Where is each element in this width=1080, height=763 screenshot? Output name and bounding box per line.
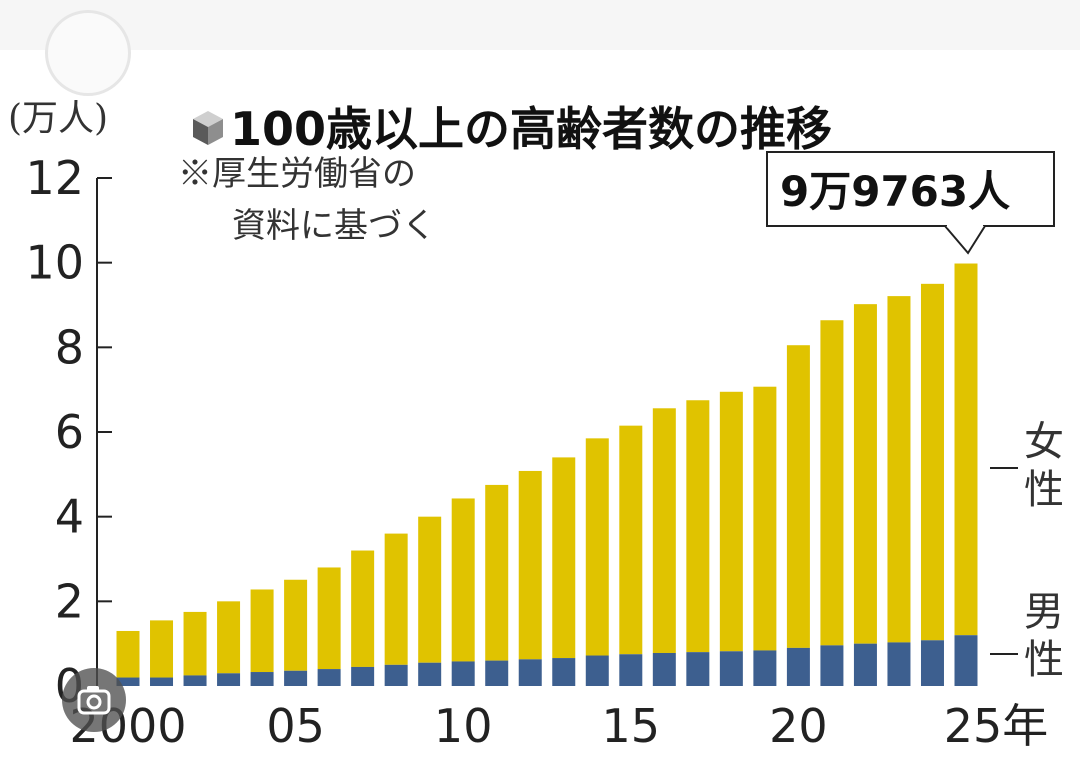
bar-male (217, 673, 241, 686)
bar-male (652, 652, 676, 686)
bar-male (753, 650, 777, 686)
legend-char: 性 (1024, 467, 1064, 513)
bar-female (518, 470, 542, 660)
y-tick-label: 2 (55, 574, 84, 628)
bar-female (116, 630, 140, 678)
x-tick-label: 05 (266, 699, 325, 753)
bar-female (686, 400, 710, 653)
bar-male (853, 643, 877, 686)
bar-female (284, 579, 308, 671)
y-tick-label: 10 (25, 236, 84, 290)
bar-female (786, 345, 810, 648)
chart-title: 100歳以上の高齢者数の推移 (230, 102, 832, 156)
bar-male (150, 677, 174, 686)
bar-female (451, 498, 475, 662)
bar-male (686, 652, 710, 686)
bar-female (384, 533, 408, 665)
bar-male (183, 675, 207, 686)
chart-card: 100歳以上の高齢者数の推移 (万人) ※厚生労働省の 資料に基づく 02468… (0, 10, 1080, 763)
bars (116, 263, 978, 686)
callout-pointer (944, 225, 986, 255)
callout-box (766, 151, 1055, 227)
legend-char: 性 (1024, 637, 1064, 683)
bar-male (418, 662, 442, 686)
legend-female: 女性 (1024, 419, 1064, 513)
x-tick-label: 25年 (944, 699, 1049, 753)
source-note-line2: 資料に基づく (232, 206, 436, 246)
bar-male (485, 660, 509, 686)
bar-female (317, 567, 341, 670)
bar-female (485, 484, 509, 661)
bar-male (719, 651, 743, 686)
bar-male (351, 666, 375, 686)
bar-male (820, 645, 844, 686)
callout-label: 9万9763人 (780, 167, 1010, 216)
bar-female (853, 304, 877, 644)
legend-male: 男性 (1024, 589, 1064, 683)
bar-female (820, 320, 844, 646)
y-tick-label: 12 (25, 151, 84, 205)
x-tick-label: 15 (602, 699, 661, 753)
bar-female (351, 550, 375, 667)
bar-female (652, 408, 676, 653)
bar-male (518, 659, 542, 686)
bar-female (954, 263, 978, 636)
bar-male (954, 635, 978, 686)
bar-female (418, 516, 442, 663)
bar-female (619, 425, 643, 655)
x-axis-ticks: 2000 05 10 15 20 25年 (69, 699, 1048, 753)
bar-male (317, 669, 341, 686)
bar-female (183, 611, 207, 676)
x-tick-label: 20 (769, 699, 828, 753)
y-tick-label: 8 (55, 320, 84, 374)
bar-female (585, 438, 609, 656)
bar-male (887, 642, 911, 686)
y-tick-label: 4 (55, 490, 84, 544)
legend: 女性 男性 (990, 419, 1064, 683)
title-cube-icon (193, 111, 223, 145)
source-note-line1: ※厚生労働省の (178, 154, 416, 194)
chart: 100歳以上の高齢者数の推移 (万人) ※厚生労働省の 資料に基づく 02468… (8, 98, 1064, 753)
bar-male (552, 658, 576, 686)
bar-male (384, 664, 408, 686)
bar-female (150, 620, 174, 678)
bar-female (753, 386, 777, 651)
bar-female (920, 283, 944, 641)
unit-label: (万人) (8, 98, 108, 139)
bar-male (116, 677, 140, 686)
avatar (45, 10, 131, 96)
bar-female (887, 296, 911, 643)
bar-male (250, 672, 274, 686)
bar-male (451, 661, 475, 686)
bar-female (552, 457, 576, 659)
legend-char: 女 (1024, 419, 1064, 465)
x-tick-label: 10 (434, 699, 493, 753)
bar-female (217, 601, 241, 674)
y-axis-ticks: 024681012 (25, 151, 112, 713)
bar-male (920, 640, 944, 686)
bar-female (719, 391, 743, 652)
bar-female (250, 589, 274, 673)
y-tick-label: 6 (55, 405, 84, 459)
bar-male (585, 655, 609, 686)
bar-male (619, 654, 643, 686)
camera-icon (77, 686, 111, 715)
bar-male (786, 647, 810, 686)
bar-male (284, 670, 308, 686)
legend-char: 男 (1024, 589, 1064, 635)
camera-search-button[interactable] (62, 668, 126, 732)
